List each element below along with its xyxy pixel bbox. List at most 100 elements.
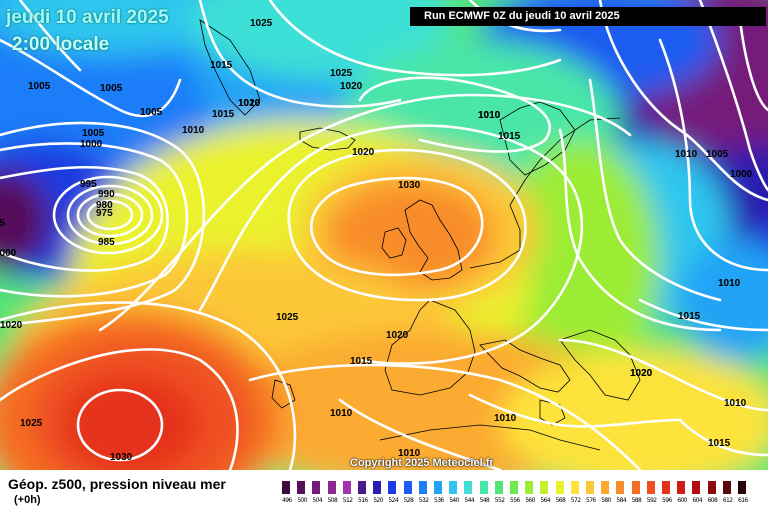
- run-info-box: Run ECMWF 0Z du jeudi 10 avril 2025: [410, 7, 766, 26]
- isobar-label: 1020: [238, 98, 261, 109]
- run-info-text: Run ECMWF 0Z du jeudi 10 avril 2025: [424, 10, 620, 22]
- footer: Géop. z500, pression niveau mer (+0h) 49…: [0, 470, 768, 512]
- isobar-label: 995: [80, 179, 97, 190]
- legend-swatch: [403, 481, 412, 494]
- legend-label: 496: [282, 497, 292, 504]
- legend-label: 604: [692, 497, 703, 504]
- legend-label: 572: [570, 497, 581, 504]
- legend-swatch: [692, 481, 701, 494]
- isobar-label: 1020: [340, 81, 363, 92]
- legend-swatch: [570, 481, 579, 494]
- isobar-label: 1020: [630, 368, 653, 379]
- legend-swatch: [464, 481, 473, 494]
- legend-swatch: [738, 481, 746, 494]
- legend-label: 508: [327, 497, 338, 504]
- isobar-label: 1025: [20, 418, 43, 429]
- isobar-label: 1025: [250, 18, 273, 29]
- legend-label: 616: [738, 497, 748, 504]
- isobars: [0, 0, 768, 470]
- isobar-label: 1000: [80, 139, 103, 150]
- legend-swatch: [418, 481, 427, 494]
- legend-label: 608: [707, 497, 718, 504]
- legend-label: 564: [540, 497, 551, 504]
- legend-label: 580: [601, 497, 611, 504]
- legend-swatch: [722, 481, 731, 494]
- legend-label: 524: [388, 497, 399, 504]
- isobar-label: 1005: [100, 83, 123, 94]
- legend-label: 516: [358, 497, 368, 504]
- legend-swatch: [449, 481, 458, 494]
- legend-label: 552: [494, 497, 505, 504]
- isobar-label: 1025: [330, 68, 353, 79]
- legend-swatch: [373, 481, 382, 494]
- legend-swatch: [297, 481, 306, 494]
- legend-swatch: [510, 481, 518, 494]
- legend-label: 592: [646, 497, 657, 504]
- legend-swatch: [540, 481, 549, 494]
- isobar-labels: 1025 1005 1005 1005 1005 1000 995 990 98…: [0, 18, 753, 463]
- isobar-label: 1020: [386, 330, 409, 341]
- legend-swatch: [616, 481, 625, 494]
- isobar-label: 975: [96, 208, 113, 219]
- legend-label: 528: [403, 497, 414, 504]
- legend-label: 584: [616, 497, 627, 504]
- legend-label: 576: [586, 497, 596, 504]
- isobar-label: 990: [98, 189, 115, 200]
- isobar-label: 1010: [238, 98, 261, 109]
- coastlines: [199, 19, 641, 451]
- legend-swatch: [327, 481, 336, 494]
- legend-swatch: [342, 481, 351, 494]
- legend-swatch: [601, 481, 610, 494]
- isobar-label: 980: [96, 200, 113, 211]
- legend-label: 600: [677, 497, 687, 504]
- isobar-label: 1030: [398, 180, 421, 191]
- footer-title: Géop. z500, pression niveau mer: [8, 476, 226, 492]
- copyright-text: Copyright 2025 Meteociel.fr: [350, 457, 494, 469]
- isobar-label: 1005: [706, 149, 729, 160]
- isobar-label: 1015: [210, 60, 233, 71]
- isobar-label: 1015: [350, 356, 373, 367]
- isobar-label: 1025: [276, 312, 299, 323]
- isobar-label: 1010: [718, 278, 741, 289]
- footer-subtitle: (+0h): [14, 494, 41, 506]
- isobar-label: 1010: [330, 408, 353, 419]
- legend-swatch: [282, 481, 290, 494]
- legend-label: 612: [722, 497, 733, 504]
- isobar-label: 985: [98, 237, 115, 248]
- legend-swatch: [525, 481, 534, 494]
- legend-label: 596: [662, 497, 672, 504]
- isobar-label: 1015: [678, 311, 701, 322]
- isobar-label: 1015: [708, 438, 731, 449]
- legend-label: 504: [312, 497, 323, 504]
- legend-swatch: [631, 481, 640, 494]
- isobar-label: 1000: [730, 169, 753, 180]
- isobar-label: 1015: [212, 109, 235, 120]
- isobar-label: 1010: [478, 110, 501, 121]
- legend-label: 520: [373, 497, 383, 504]
- legend-swatch: [707, 481, 716, 494]
- isobar-label: 995: [0, 218, 5, 229]
- map-time-title: 2:00 locale: [12, 34, 110, 55]
- isobar-label: 1020: [630, 368, 653, 379]
- isobar-label: 1010: [724, 398, 747, 409]
- legend-label: 544: [464, 497, 475, 504]
- isobar-label: 1005: [82, 128, 105, 139]
- weather-map: 1025 1005 1005 1005 1005 1000 995 990 98…: [0, 0, 768, 470]
- isobar-label: 1010: [478, 110, 501, 121]
- isobar-label: 1010: [675, 149, 698, 160]
- legend-label: 556: [510, 497, 520, 504]
- legend-label: 536: [434, 497, 444, 504]
- legend-label: 540: [449, 497, 459, 504]
- legend-label: 512: [342, 497, 353, 504]
- legend-swatch: [494, 481, 503, 494]
- isobar-label: 1030: [110, 452, 133, 463]
- legend-swatch: [479, 481, 488, 494]
- legend-swatch: [434, 481, 442, 494]
- legend-swatch: [358, 481, 366, 494]
- isobar-label: 1000: [0, 248, 17, 259]
- legend-swatch: [677, 481, 686, 494]
- map-date-title: jeudi 10 avril 2025: [6, 7, 169, 28]
- legend-swatch: [646, 481, 655, 494]
- isobar-label: 1005: [140, 107, 163, 118]
- legend-label: 548: [479, 497, 490, 504]
